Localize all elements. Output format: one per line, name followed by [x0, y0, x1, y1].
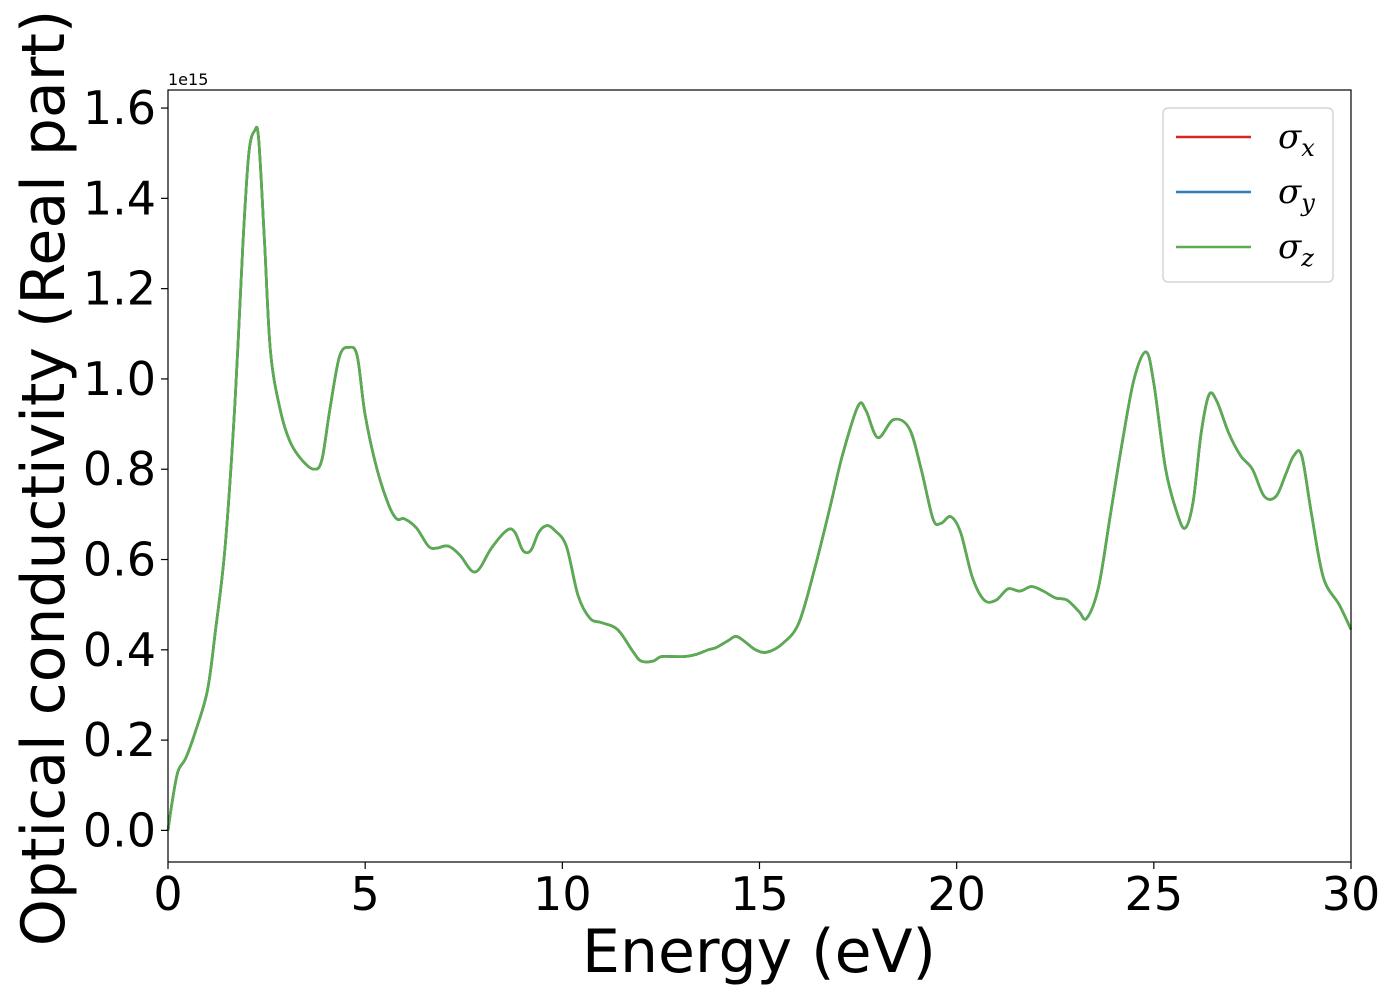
series-sigma-z-line — [166, 125, 1353, 831]
legend-entries: σx σy σz — [1176, 117, 1315, 272]
x-tick-label: 5 — [351, 867, 380, 921]
y-tick-label: 0.6 — [83, 533, 156, 587]
legend-entry-sigma-y: σy — [1176, 172, 1315, 217]
legend-label: σz — [1278, 227, 1314, 272]
x-tick-label: 25 — [1125, 867, 1184, 921]
legend-box — [1162, 107, 1334, 283]
plot-background — [168, 90, 1351, 862]
y-tick-label: 1.4 — [83, 171, 156, 225]
y-tick-label: 0.4 — [83, 623, 156, 677]
x-axis-ticks: 0 5 10 15 20 25 30 — [153, 862, 1380, 921]
x-axis-title: Energy (eV) — [582, 917, 936, 987]
x-tick-label: 10 — [533, 867, 592, 921]
legend: σx σy σz — [1162, 107, 1334, 283]
legend-entry-sigma-z: σz — [1176, 227, 1314, 272]
x-tick-label: 20 — [927, 867, 986, 921]
legend-label: σy — [1278, 172, 1315, 217]
x-tick-label: 30 — [1322, 867, 1381, 921]
y-tick-label: 1.0 — [83, 352, 156, 406]
legend-label: σx — [1278, 117, 1315, 162]
y-tick-label: 1.6 — [83, 81, 156, 135]
y-tick-label: 1.2 — [83, 262, 156, 316]
y-axis-title: Optical conductivity (Real part) — [9, 10, 79, 947]
legend-entry-sigma-x: σx — [1176, 117, 1315, 162]
x-tick-label: 15 — [730, 867, 789, 921]
y-offset-label: 1e15 — [168, 70, 208, 89]
y-tick-label: 0.2 — [83, 713, 156, 767]
y-tick-label: 0.0 — [83, 803, 156, 857]
y-axis-ticks: 0.0 0.2 0.4 0.6 0.8 1.0 1.2 1.4 1.6 — [83, 81, 168, 857]
x-tick-label: 0 — [153, 867, 182, 921]
y-tick-label: 0.8 — [83, 442, 156, 496]
series-layer — [166, 125, 1353, 831]
